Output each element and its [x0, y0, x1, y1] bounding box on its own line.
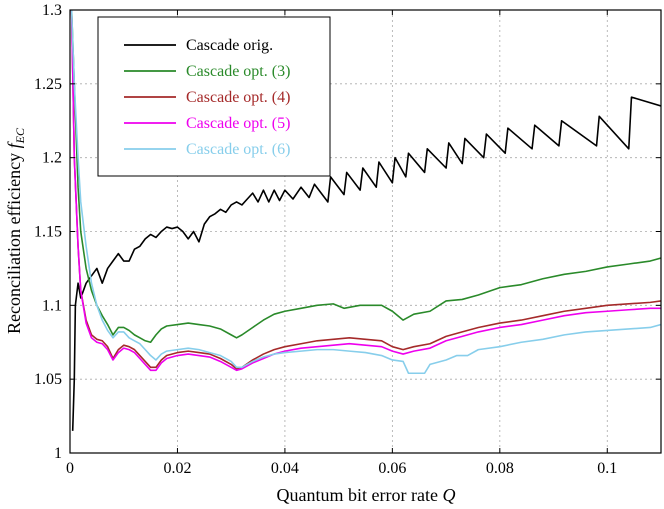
x-tick-label: 0.1 [597, 460, 617, 477]
x-tick-labels: 0 0.02 0.04 0.06 0.08 0.1 [66, 460, 617, 477]
y-tick-label: 1.05 [34, 371, 62, 388]
y-tick-label: 1.3 [42, 2, 62, 19]
legend: Cascade orig. Cascade opt. (3) Cascade opt… [97, 16, 331, 177]
x-tick-label: 0.06 [378, 460, 406, 477]
y-axis-label: Reconciliation efficiency fEC [4, 127, 27, 334]
x-tick-label: 0.04 [271, 460, 299, 477]
series-layer [70, 10, 661, 431]
series-line-5 [70, 10, 661, 375]
legend-label-4: Cascade opt. (5) [186, 115, 290, 132]
x-tick-label: 0.08 [486, 460, 514, 477]
y-tick-labels: 1 1.05 1.1 1.15 1.2 1.25 1.3 [34, 2, 62, 462]
series-line-1 [71, 96, 661, 431]
series-line-2 [70, 10, 661, 344]
legend-label-3: Cascade opt. (4) [186, 89, 290, 106]
y-tick-label: 1.25 [34, 76, 62, 93]
y-tick-label: 1.1 [42, 297, 62, 314]
y-tick-label: 1.15 [34, 224, 62, 241]
legend-label-5: Cascade opt. (6) [186, 141, 290, 158]
y-tick-label: 1 [54, 445, 62, 462]
legend-label-2: Cascade opt. (3) [186, 63, 290, 80]
x-tick-label: 0 [66, 460, 74, 477]
ticks [69, 9, 661, 454]
x-tick-label: 0.02 [163, 460, 191, 477]
legend-label-1: Cascade orig. [186, 37, 273, 54]
series-line-4 [70, 10, 661, 372]
y-tick-label: 1.2 [42, 150, 62, 167]
x-axis-label: Quantum bit error rate Q [277, 485, 456, 505]
